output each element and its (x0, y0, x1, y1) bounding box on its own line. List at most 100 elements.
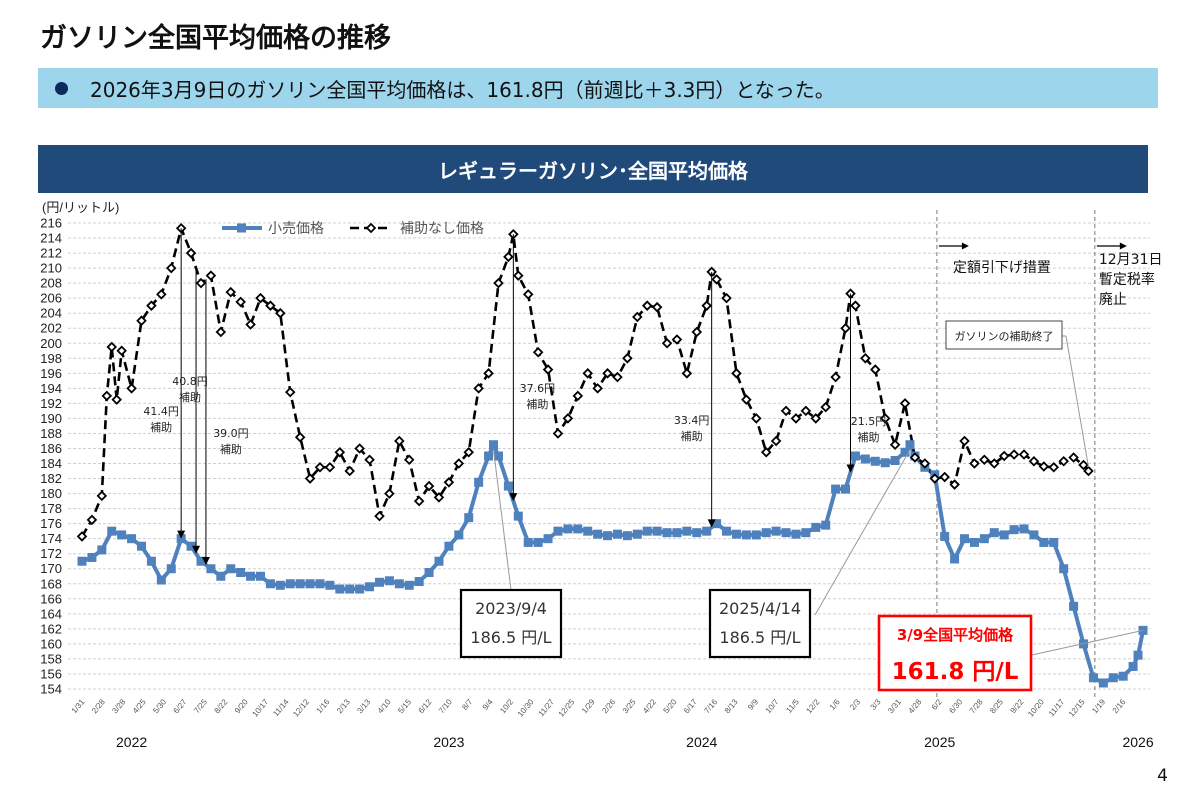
no-subsidy-point (532, 347, 544, 358)
no-subsidy-point (126, 383, 137, 394)
x-tick-label: 2/16 (1111, 697, 1128, 715)
retail-point (553, 526, 563, 536)
retail-point (156, 575, 166, 585)
event-label: 12月31日 (1099, 252, 1163, 268)
subsidy-label: 補助 (857, 430, 879, 444)
no-subsidy-point (413, 495, 425, 507)
retail-point (781, 528, 791, 538)
year-label: 2024 (686, 734, 717, 750)
retail-point (563, 524, 573, 534)
x-tick-label: 10/17 (250, 697, 270, 719)
legend-no-subsidy-label: 補助なし価格 (400, 221, 484, 237)
arrow-right-icon (1119, 242, 1127, 250)
x-tick-label: 11/27 (537, 697, 557, 718)
y-tick-label: 190 (40, 411, 62, 426)
y-tick-label: 170 (40, 561, 62, 576)
subsidy-amount-label: 40.8円 (172, 375, 208, 388)
no-subsidy-point (106, 341, 118, 353)
retail-point (1098, 678, 1108, 688)
retail-point (1069, 601, 1079, 611)
retail-point (474, 477, 484, 487)
retail-point (905, 440, 915, 450)
retail-point (662, 528, 672, 538)
no-subsidy-point (215, 326, 227, 338)
no-subsidy-point (423, 480, 435, 492)
callout-leader (814, 449, 911, 616)
retail-point (622, 531, 632, 541)
no-subsidy-point (810, 413, 822, 424)
no-subsidy-point (116, 345, 127, 357)
no-subsidy-point (860, 353, 871, 364)
retail-point (841, 484, 851, 494)
subsidy-end-leader (1065, 335, 1089, 468)
no-subsidy-point (661, 337, 673, 349)
no-subsidy-point (840, 322, 851, 334)
retail-point (146, 556, 156, 566)
no-subsidy-point (552, 428, 564, 439)
no-subsidy-point (929, 473, 941, 484)
x-tick-label: 1/31 (70, 697, 87, 715)
retail-point (335, 584, 345, 594)
retail-point (444, 541, 454, 551)
retail-point (97, 545, 107, 555)
no-subsidy-point (374, 510, 385, 522)
x-tick-label: 3/13 (355, 697, 372, 715)
y-tick-label: 192 (40, 396, 62, 411)
retail-point (484, 451, 494, 461)
no-subsidy-point (443, 477, 455, 488)
y-tick-label: 158 (40, 651, 62, 666)
no-subsidy-point (245, 319, 256, 330)
no-subsidy-point (671, 334, 683, 345)
retail-point (196, 556, 206, 566)
y-tick-label: 182 (40, 471, 62, 486)
retail-point (489, 440, 499, 450)
retail-point (771, 526, 781, 536)
retail-point (226, 564, 236, 574)
y-tick-label: 178 (40, 501, 62, 516)
arrow-down-icon (177, 530, 186, 539)
no-subsidy-point (602, 368, 613, 379)
retail-point (870, 456, 880, 466)
x-tick-label: 6/12 (417, 697, 434, 715)
x-tick-label: 7/16 (702, 697, 719, 715)
bullet-icon (55, 81, 68, 95)
no-subsidy-point (403, 454, 415, 466)
retail-point (969, 537, 979, 547)
x-tick-label: 7/10 (437, 697, 454, 715)
no-subsidy-point (701, 300, 712, 311)
retail-point (216, 571, 226, 581)
no-subsidy-point (384, 488, 395, 499)
retail-point (989, 528, 999, 538)
retail-point (821, 520, 831, 530)
no-subsidy-point (741, 394, 752, 405)
x-tick-label: 9/4 (481, 697, 495, 712)
no-subsidy-point (731, 368, 742, 379)
year-label: 2022 (116, 734, 147, 750)
event-label: 廃止 (1099, 291, 1127, 308)
x-tick-label: 11/5 (784, 697, 801, 715)
no-subsidy-point (136, 315, 147, 326)
arrow-right-icon (961, 242, 969, 250)
no-subsidy-point (800, 405, 812, 417)
y-tick-label: 204 (40, 306, 62, 321)
retail-point (860, 454, 870, 464)
retail-point (1009, 525, 1019, 535)
x-tick-label: 10/20 (1026, 697, 1046, 719)
retail-point (731, 529, 741, 539)
x-tick-label: 5/20 (662, 697, 679, 715)
x-tick-label: 6/27 (172, 697, 189, 715)
no-subsidy-point (850, 300, 861, 311)
no-subsidy-point (562, 413, 574, 424)
y-tick-label: 164 (40, 606, 62, 621)
retail-point (642, 526, 652, 536)
x-tick-label: 8/13 (723, 697, 740, 715)
x-tick-label: 7/28 (968, 697, 985, 715)
no-subsidy-point (1068, 452, 1079, 463)
retail-point (275, 580, 285, 590)
x-tick-label: 1/29 (580, 697, 597, 715)
no-subsidy-point (939, 471, 950, 483)
no-subsidy-point (542, 364, 554, 375)
subsidy-amount-label: 33.4円 (674, 414, 710, 427)
chart-header: レギュラーガソリン･全国平均価格 (38, 145, 1148, 193)
retail-point (434, 556, 444, 566)
